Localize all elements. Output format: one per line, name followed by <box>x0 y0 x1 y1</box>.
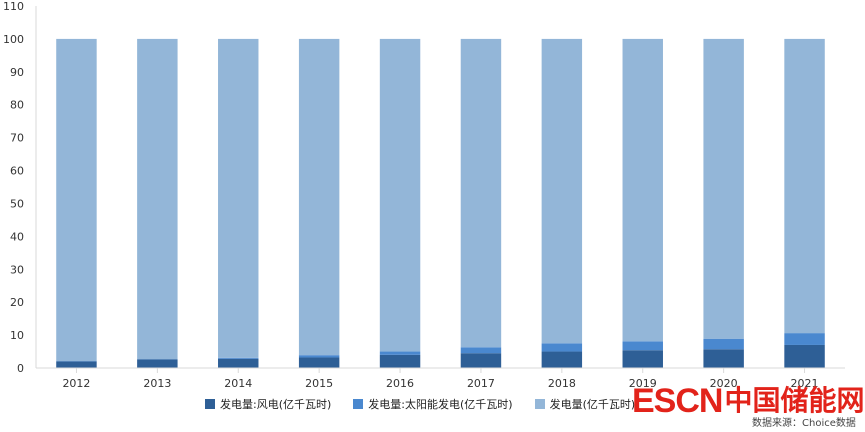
x-axis: 2012 2013 2014 2015 2016 2017 2018 2019 2020 2021 <box>36 367 845 390</box>
x-tick-label: 2017 <box>467 377 495 390</box>
y-tick-label: 80 <box>10 99 24 112</box>
bar-segment-series-2 <box>56 38 97 362</box>
bar-segment-series-1 <box>218 357 259 359</box>
y-axis: 0 10 20 30 40 50 60 70 80 90 100 110 <box>3 0 37 375</box>
bar-segment-series-1 <box>379 351 421 355</box>
x-tick-label: 2012 <box>62 377 90 390</box>
legend: 发电量:风电(亿千瓦时) 发电量:太阳能发电(亿千瓦时) 发电量(亿千瓦时) <box>205 396 657 412</box>
legend-label-total: 发电量(亿千瓦时) <box>549 398 636 411</box>
bar-segment-series-0 <box>56 361 97 368</box>
x-tick-label: 2013 <box>143 377 171 390</box>
y-tick-label: 20 <box>10 296 24 309</box>
legend-label-solar: 发电量:太阳能发电(亿千瓦时) <box>368 398 513 411</box>
y-tick-label: 10 <box>10 329 24 342</box>
bar-segment-series-0 <box>541 351 583 368</box>
bar-segment-series-1 <box>298 355 340 358</box>
watermark-chinese: 中国储能网 <box>724 384 865 417</box>
bar-segment-series-0 <box>298 357 340 368</box>
y-tick-label: 0 <box>17 362 24 375</box>
x-tick-label: 2018 <box>548 377 576 390</box>
bar-segment-series-2 <box>622 38 663 342</box>
legend-item-total: 发电量(亿千瓦时) <box>534 396 636 412</box>
legend-swatch-solar <box>353 399 364 409</box>
x-tick-label: 2019 <box>629 377 657 390</box>
watermark-latin: ESCN <box>632 382 723 420</box>
y-tick-label: 30 <box>10 263 24 276</box>
bar-segment-series-2 <box>784 38 825 334</box>
bar-segment-series-2 <box>137 38 178 360</box>
bar-segment-series-0 <box>379 354 421 368</box>
x-tick-label: 2015 <box>305 377 333 390</box>
bar-segment-series-1 <box>703 338 744 350</box>
y-tick-label: 110 <box>3 0 24 13</box>
bar-segment-series-2 <box>218 38 259 358</box>
y-tick-label: 90 <box>10 66 24 79</box>
bar-segment-series-1 <box>460 347 502 354</box>
x-tick-label: 2016 <box>386 377 414 390</box>
x-tick-label: 2014 <box>224 377 252 390</box>
legend-label-wind: 发电量:风电(亿千瓦时) <box>220 398 332 411</box>
bar-segment-series-2 <box>541 38 583 344</box>
legend-swatch-wind <box>205 399 215 409</box>
x-tick-label: 2020 <box>710 377 738 390</box>
source-note: 数据来源：Choice数据 <box>752 418 856 429</box>
y-tick-label: 60 <box>10 165 24 178</box>
y-tick-label: 70 <box>10 132 24 145</box>
x-tick-label: 2021 <box>791 377 819 390</box>
bar-segment-series-2 <box>379 38 421 352</box>
bar-segment-series-2 <box>703 38 744 339</box>
bar-segment-series-1 <box>622 341 663 351</box>
bar-segment-series-1 <box>541 343 583 352</box>
bar-segment-series-0 <box>218 358 259 368</box>
legend-item-wind: 发电量:风电(亿千瓦时) <box>205 396 331 412</box>
bars <box>56 38 825 368</box>
bar-segment-series-0 <box>784 344 825 368</box>
bar-segment-series-0 <box>460 353 502 368</box>
legend-swatch-total <box>534 399 545 409</box>
bar-segment-series-2 <box>298 38 340 356</box>
bar-segment-series-0 <box>622 350 663 368</box>
escn-watermark-logo: ESCN 中国储能网 <box>632 384 864 418</box>
legend-item-solar: 发电量:太阳能发电(亿千瓦时) <box>353 396 513 412</box>
bar-segment-series-0 <box>703 349 744 368</box>
bar-segment-series-2 <box>460 38 502 348</box>
bar-segment-series-1 <box>784 333 825 345</box>
y-tick-label: 40 <box>10 230 24 243</box>
y-tick-label: 100 <box>3 33 24 46</box>
y-tick-label: 50 <box>10 197 24 210</box>
bar-segment-series-0 <box>137 359 178 368</box>
